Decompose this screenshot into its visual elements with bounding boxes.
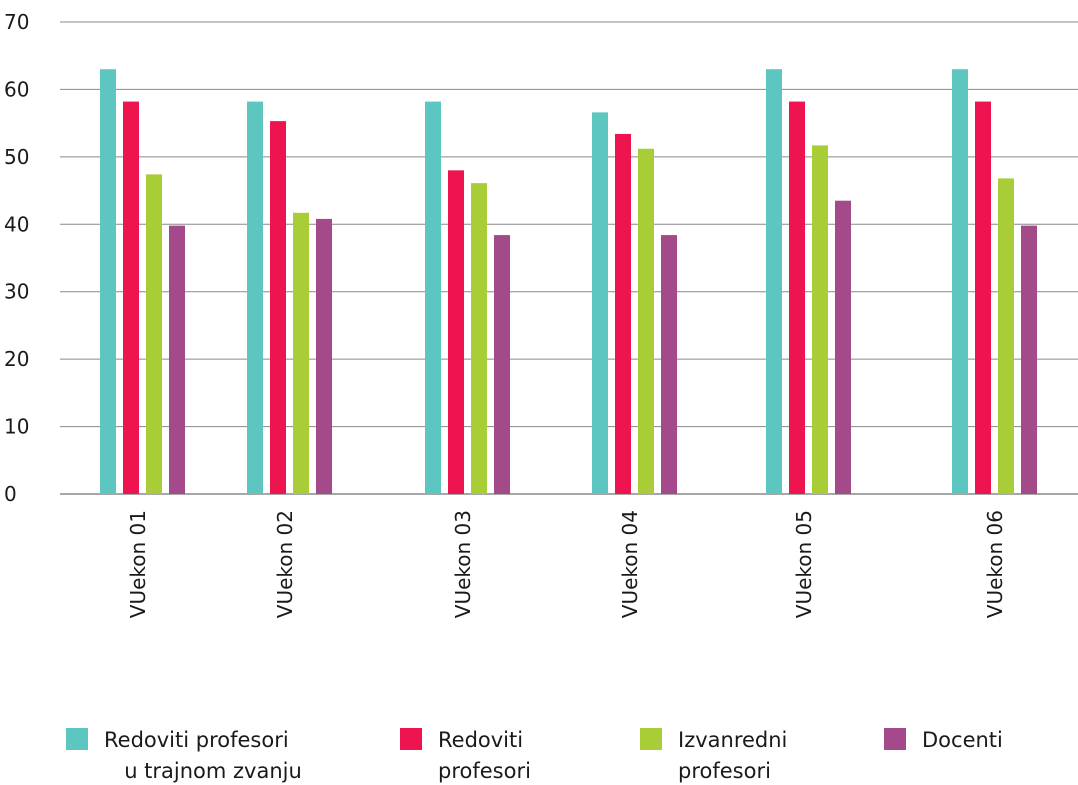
bar-5-2 xyxy=(789,101,805,495)
y-tick-label: 40 xyxy=(4,212,29,236)
y-tick-label: 20 xyxy=(4,347,29,371)
y-axis-tick-labels: 0 10 20 30 40 50 60 70 xyxy=(4,10,29,506)
bar-4-3 xyxy=(638,148,654,494)
legend-swatch xyxy=(884,728,906,750)
bar-2-1 xyxy=(247,101,263,495)
bar-5-1 xyxy=(766,69,782,494)
bar-4-4 xyxy=(661,235,677,494)
bar-1-1 xyxy=(100,69,116,494)
legend: Redoviti profesori u trajnom zvanju Redovi… xyxy=(66,728,1003,783)
bar-6-3 xyxy=(998,178,1014,495)
bar-5-4 xyxy=(835,200,851,494)
legend-label: Redoviti profesori xyxy=(104,728,289,752)
bar-3-3 xyxy=(471,183,487,494)
y-tick-label: 10 xyxy=(4,415,29,439)
bar-6-1 xyxy=(952,69,968,494)
legend-swatch xyxy=(400,728,422,750)
bar-1-4 xyxy=(169,225,185,495)
bar-3-1 xyxy=(425,101,441,495)
bar-5-3 xyxy=(812,145,828,494)
bar-3-2 xyxy=(448,170,464,495)
bar-2-2 xyxy=(270,121,286,495)
legend-label: profesori xyxy=(438,759,531,783)
bar-1-3 xyxy=(146,174,162,495)
category-label: VUekon 03 xyxy=(451,510,475,618)
y-tick-label: 60 xyxy=(4,77,29,101)
legend-label: Redoviti xyxy=(438,728,523,752)
category-label: VUekon 05 xyxy=(792,510,816,618)
bar-2-4 xyxy=(316,218,332,495)
legend-swatch xyxy=(640,728,662,750)
y-tick-label: 0 xyxy=(4,482,17,506)
bar-1-2 xyxy=(123,101,139,495)
bar-3-4 xyxy=(494,235,510,494)
bar-2-3 xyxy=(293,212,309,494)
bar-6-4 xyxy=(1021,225,1037,495)
y-tick-label: 30 xyxy=(4,280,29,304)
y-tick-label: 70 xyxy=(4,10,29,34)
category-label: VUekon 01 xyxy=(126,510,150,618)
legend-swatch xyxy=(66,728,88,750)
y-tick-label: 50 xyxy=(4,145,29,169)
category-label: VUekon 04 xyxy=(618,510,642,618)
bar-4-2 xyxy=(615,133,631,494)
category-label: VUekon 06 xyxy=(983,510,1007,618)
legend-label: Izvanredni xyxy=(678,728,787,752)
category-label: VUekon 02 xyxy=(273,510,297,618)
grid-lines xyxy=(60,21,1078,495)
bars xyxy=(100,69,1037,495)
bar-6-2 xyxy=(975,101,991,495)
x-axis-category-labels: VUekon 01 VUekon 02 VUekon 03 VUekon 04 VUek… xyxy=(126,510,1007,618)
legend-label: Docenti xyxy=(922,728,1003,752)
legend-label: u trajnom zvanju xyxy=(124,759,302,783)
legend-label: profesori xyxy=(678,759,771,783)
bar-4-1 xyxy=(592,112,608,495)
